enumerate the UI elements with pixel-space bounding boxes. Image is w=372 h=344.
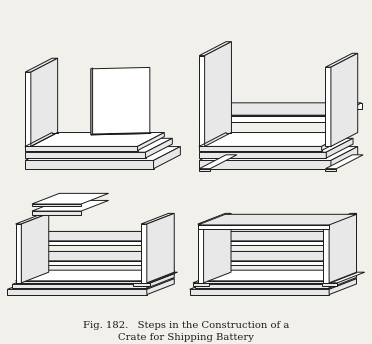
Polygon shape [205,251,349,261]
Polygon shape [203,241,323,245]
Polygon shape [25,72,31,147]
Polygon shape [25,152,145,158]
Polygon shape [147,279,174,294]
Polygon shape [198,281,329,283]
Polygon shape [25,58,58,72]
Polygon shape [25,160,154,169]
Polygon shape [205,42,231,147]
Polygon shape [198,270,356,281]
Polygon shape [190,279,356,289]
Polygon shape [21,213,49,283]
Polygon shape [133,272,177,283]
Polygon shape [199,152,326,158]
Polygon shape [322,283,337,286]
Polygon shape [32,211,81,215]
Polygon shape [47,251,167,255]
Polygon shape [199,155,237,169]
Polygon shape [91,68,93,135]
Polygon shape [16,224,21,283]
Polygon shape [32,193,109,204]
Polygon shape [91,67,150,135]
Polygon shape [32,204,81,206]
Polygon shape [147,213,174,283]
Polygon shape [195,284,329,288]
Polygon shape [326,169,336,171]
Polygon shape [133,283,150,286]
Polygon shape [198,225,329,229]
Polygon shape [141,224,147,283]
Polygon shape [7,289,147,294]
Polygon shape [47,232,167,235]
Polygon shape [199,138,353,152]
Polygon shape [323,224,329,283]
Polygon shape [16,213,49,224]
Polygon shape [230,232,349,235]
Polygon shape [31,58,58,147]
Polygon shape [326,67,331,147]
Polygon shape [16,281,147,283]
Polygon shape [25,138,172,152]
Polygon shape [201,103,362,115]
Polygon shape [32,201,109,211]
Polygon shape [23,232,167,241]
Polygon shape [329,270,356,283]
Polygon shape [230,251,349,255]
Polygon shape [193,272,236,283]
Polygon shape [145,138,172,158]
Polygon shape [224,103,362,109]
Polygon shape [326,155,363,169]
Polygon shape [198,224,203,283]
Polygon shape [138,132,164,151]
Polygon shape [329,279,356,294]
Polygon shape [199,42,231,56]
Polygon shape [331,53,358,147]
Polygon shape [12,274,174,284]
Polygon shape [199,147,322,151]
Polygon shape [16,270,174,281]
Polygon shape [91,133,151,135]
Polygon shape [199,169,210,171]
Polygon shape [154,147,180,169]
Polygon shape [323,213,356,224]
Polygon shape [199,116,336,122]
Polygon shape [203,261,323,265]
Polygon shape [147,274,174,288]
Polygon shape [329,213,356,283]
Polygon shape [205,232,349,241]
Polygon shape [25,132,164,147]
Polygon shape [326,53,358,67]
Polygon shape [21,261,141,265]
Polygon shape [199,115,338,116]
Polygon shape [199,56,205,147]
Polygon shape [7,279,174,289]
Polygon shape [25,147,180,160]
Text: Fig. 182.   Steps in the Construction of a
Crate for Shipping Battery: Fig. 182. Steps in the Construction of a… [83,321,289,342]
Polygon shape [203,213,231,283]
Polygon shape [141,213,174,224]
Polygon shape [23,251,167,261]
Polygon shape [199,160,331,169]
Polygon shape [21,241,141,245]
Polygon shape [322,132,349,151]
Polygon shape [322,272,365,283]
Polygon shape [25,147,138,151]
Polygon shape [193,283,209,286]
Polygon shape [199,147,358,160]
Polygon shape [12,284,147,288]
Polygon shape [198,213,231,224]
Polygon shape [329,274,356,288]
Polygon shape [199,132,349,147]
Polygon shape [331,147,358,169]
Polygon shape [326,138,353,158]
Polygon shape [190,289,329,294]
Polygon shape [198,214,356,225]
Polygon shape [195,274,356,284]
Polygon shape [147,270,174,283]
